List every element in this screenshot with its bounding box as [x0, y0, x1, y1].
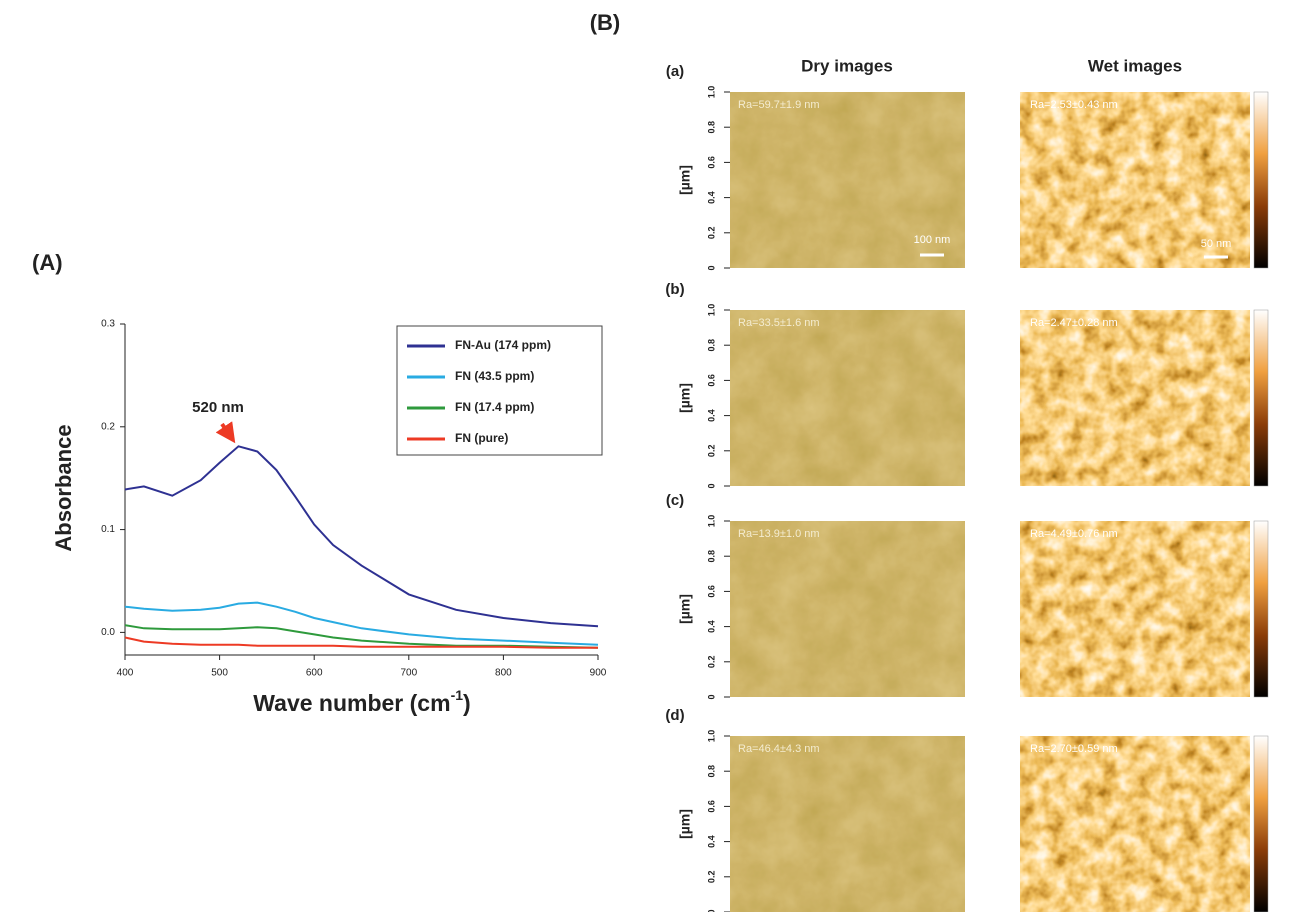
axis-tick-label: 0.6: [706, 374, 716, 387]
scale-label: 100 nm: [914, 234, 951, 246]
axis-label: [µm]: [677, 809, 693, 839]
wet-image: [1019, 520, 1251, 698]
axis-tick-label: 0.4: [706, 835, 716, 848]
axis-tick-label: 0.8: [706, 550, 716, 563]
axis-tick-label: 0.4: [706, 409, 716, 422]
x-tick-label: 700: [400, 668, 417, 679]
axis-tick-label: 0.4: [706, 191, 716, 204]
axis-tick-label: 0.4: [706, 620, 716, 633]
axis-tick-label: 0: [706, 483, 716, 488]
column-header: Wet images: [1088, 56, 1182, 75]
colorbar: [1253, 91, 1269, 269]
roughness-label: Ra=59.7±1.9 nm: [738, 99, 820, 111]
row-label: (a): [666, 63, 684, 80]
annotation: 520 nm: [192, 399, 244, 416]
row-label: (c): [666, 492, 684, 509]
axis-tick-label: 0.8: [706, 339, 716, 352]
wet-image: [1019, 91, 1251, 269]
axis-tick-label: 0.2: [706, 227, 716, 240]
legend-label: FN-Au (174 ppm): [455, 338, 551, 352]
axis-tick-label: 0.2: [706, 871, 716, 884]
row-label: (d): [665, 707, 684, 724]
wet-image: [1019, 735, 1251, 912]
x-axis-title-sup: -1: [451, 687, 464, 703]
axis-label: [µm]: [677, 383, 693, 413]
column-header: Dry images: [801, 56, 893, 75]
colorbar: [1253, 735, 1269, 912]
colorbar: [1253, 309, 1269, 487]
data-line: [124, 445, 599, 628]
row-label: (b): [665, 281, 684, 298]
annotation-arrow: [215, 421, 236, 444]
panel-label: (A): [32, 250, 63, 275]
roughness-label: Ra=46.4±4.3 nm: [738, 743, 820, 755]
roughness-label: Ra=33.5±1.6 nm: [738, 317, 820, 329]
axis-tick-label: 0.2: [706, 445, 716, 458]
x-axis-title-part: Wave number (cm: [253, 690, 450, 716]
dry-image: [729, 91, 966, 269]
axis-tick-label: 0: [706, 265, 716, 270]
x-axis-title-part: ): [463, 690, 471, 716]
legend-label: FN (17.4 ppm): [455, 400, 534, 414]
roughness-label: Ra=2.47±0.28 nm: [1030, 317, 1118, 329]
roughness-label: Ra=2.70±0.59 nm: [1030, 743, 1118, 755]
colorbar: [1253, 520, 1269, 698]
x-tick-label: 900: [590, 668, 607, 679]
legend-label: FN (43.5 ppm): [455, 369, 534, 383]
y-tick-label: 0.3: [101, 319, 115, 330]
y-tick-label: 0.1: [101, 524, 115, 535]
axis-tick-label: 0.8: [706, 121, 716, 134]
x-tick-label: 600: [306, 668, 323, 679]
scale-label: 50 nm: [1201, 238, 1232, 250]
axis-tick-label: 0.8: [706, 765, 716, 778]
axis-tick-label: 0.2: [706, 656, 716, 669]
y-axis-title: Absorbance: [51, 424, 76, 551]
dry-image: [729, 309, 966, 487]
axis-tick-label: 0: [706, 694, 716, 699]
data-line: [124, 624, 599, 649]
axis-tick-label: 0.6: [706, 156, 716, 169]
roughness-label: Ra=13.9±1.0 nm: [738, 528, 820, 540]
axis-tick-label: 0: [706, 909, 716, 912]
axis-tick-label: 1.0: [706, 304, 716, 317]
x-tick-label: 400: [117, 668, 134, 679]
x-tick-label: 800: [495, 668, 512, 679]
axis-tick-label: 1.0: [706, 86, 716, 99]
panel-label: (B): [590, 10, 621, 35]
data-line: [124, 636, 598, 649]
axis-label: [µm]: [677, 165, 693, 195]
axis-tick-label: 0.6: [706, 585, 716, 598]
dry-image: [729, 520, 966, 698]
axis-tick-label: 1.0: [706, 515, 716, 528]
axis-tick-label: 1.0: [706, 730, 716, 743]
x-axis-title: Wave number (cm-1): [253, 687, 470, 716]
wet-image: [1019, 309, 1251, 487]
legend-label: FN (pure): [455, 431, 508, 445]
y-tick-label: 0.2: [101, 421, 115, 432]
dry-image: [729, 735, 966, 912]
axis-tick-label: 0.6: [706, 800, 716, 813]
x-tick-label: 500: [211, 668, 228, 679]
y-tick-label: 0.0: [101, 627, 115, 638]
roughness-label: Ra=4.49±0.76 nm: [1030, 528, 1118, 540]
axis-label: [µm]: [677, 594, 693, 624]
data-line: [124, 601, 599, 646]
roughness-label: Ra=2.53±0.43 nm: [1030, 99, 1118, 111]
